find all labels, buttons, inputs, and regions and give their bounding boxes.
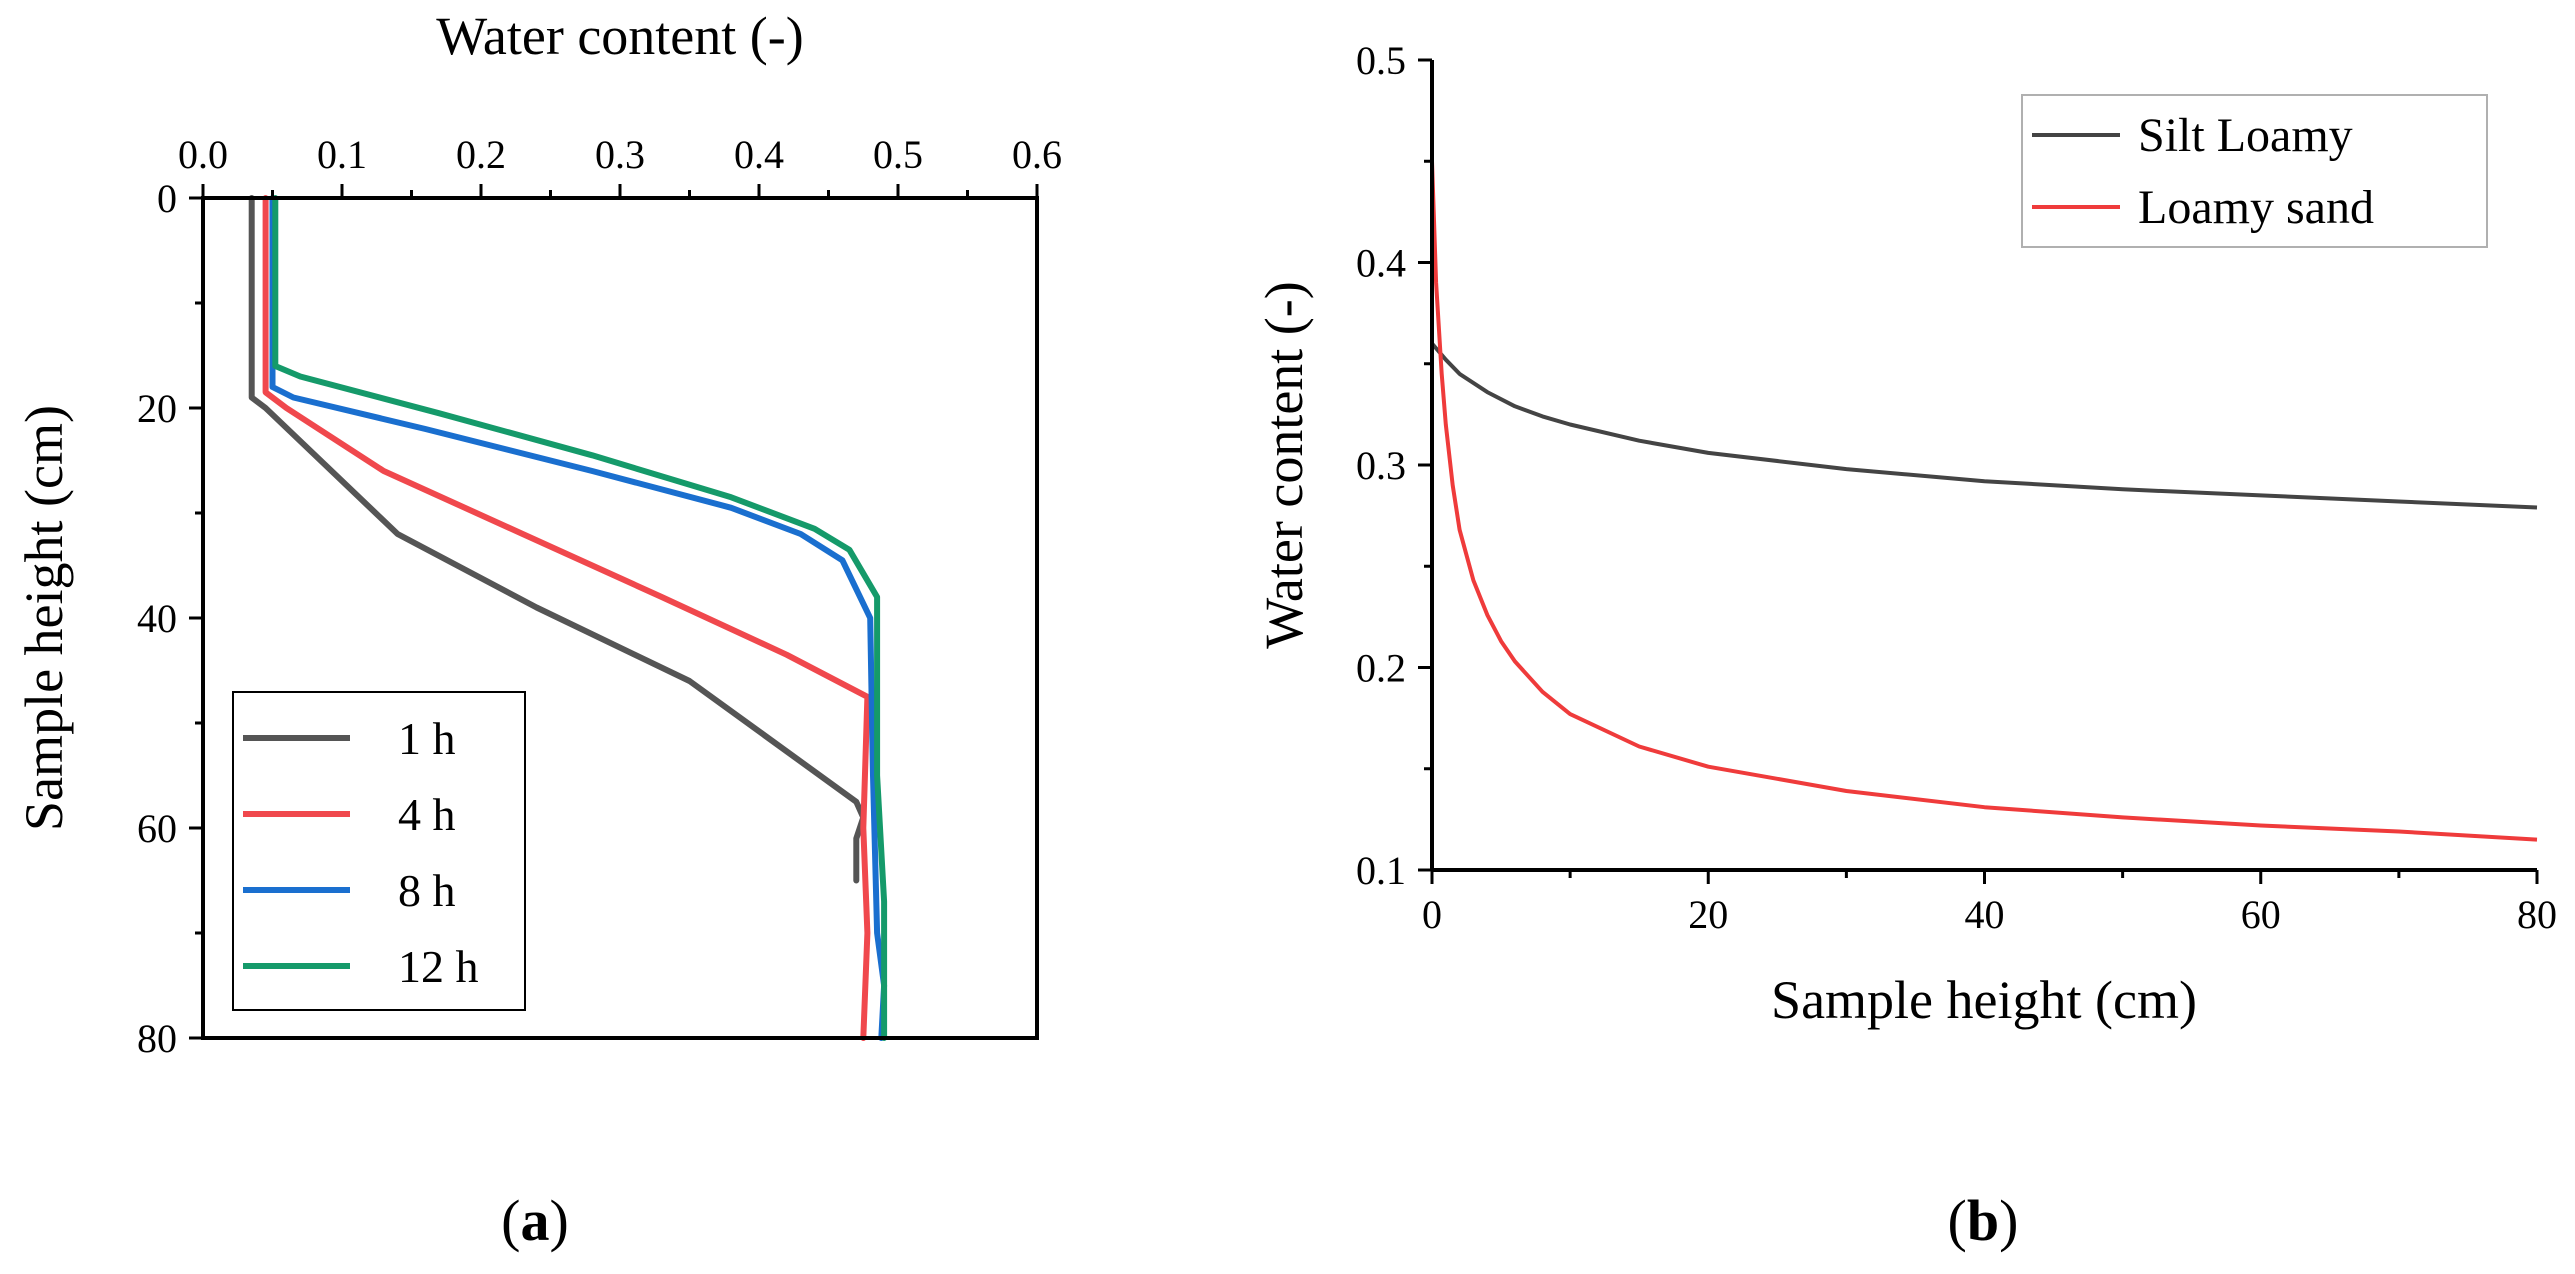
panel-b-label-open: ( (1948, 1188, 1967, 1253)
panel-a-x-tick-label: 0.1 (317, 132, 367, 177)
panel-a-legend-label: 4 h (398, 789, 456, 840)
panel-b-legend: Silt Loamy Loamy sand (2021, 94, 2488, 248)
panel-b-x-tick-label: 0 (1422, 892, 1442, 937)
panel-a-series-12h (272, 195, 888, 1041)
panel-b-label: (b) (1948, 1188, 2019, 1253)
panel-b-label-close: ) (1999, 1188, 2018, 1253)
panel-b-y-axis-title: Water content (-) (1254, 281, 1314, 648)
panel-a-x-tick-label: 0.3 (595, 132, 645, 177)
panel-b-chart: 0 20 40 60 80 0.1 0.2 0.3 0.4 0.5 Sample height … (1254, 38, 2557, 1253)
panel-a-x-tick-label: 0.2 (456, 132, 506, 177)
panel-a-label-open: ( (501, 1188, 520, 1253)
panel-a-legend-label: 12 h (398, 941, 479, 992)
panel-a-y-axis-title: Sample height (cm) (14, 405, 74, 831)
panel-a-y-tick-label: 0 (157, 176, 177, 221)
panel-b-y-tick-label: 0.4 (1356, 241, 1406, 286)
panel-a-y-ticks: 0 20 40 60 80 (137, 176, 203, 1061)
panel-b-y-tick-label: 0.1 (1356, 848, 1406, 893)
panel-a-x-ticks: 0.0 0.1 0.2 0.3 0.4 0.5 0.6 (178, 132, 1062, 198)
panel-b-label-letter: b (1967, 1188, 1999, 1253)
panel-a-label: (a) (501, 1188, 569, 1253)
panel-a-x-tick-label: 0.4 (734, 132, 784, 177)
panel-a-y-tick-label: 60 (137, 806, 177, 851)
panel-a-x-tick-label: 0.5 (873, 132, 923, 177)
panel-a-legend-label: 1 h (398, 713, 456, 764)
panel-b-series-layer (1430, 161, 2538, 842)
panel-b-y-tick-label: 0.2 (1356, 646, 1406, 691)
panel-b-x-tick-label: 80 (2517, 892, 2557, 937)
panel-a-legend: 1 h 4 h 8 h 12 h (232, 691, 526, 1011)
panel-a-legend-box (232, 691, 526, 1011)
panel-b-x-tick-label: 20 (1688, 892, 1728, 937)
panel-b-series-loamy-sand (1430, 161, 2538, 842)
panel-b-y-tick-label: 0.5 (1356, 38, 1406, 83)
panel-b-x-tick-label: 60 (2241, 892, 2281, 937)
panel-a-chart: 0.0 0.1 0.2 0.3 0.4 0.5 0.6 0 20 40 60 80 Water co… (14, 6, 1062, 1253)
panel-a-label-letter: a (521, 1188, 550, 1253)
panel-a-x-axis-title: Water content (-) (436, 6, 803, 66)
panel-a-x-tick-label: 0.6 (1012, 132, 1062, 177)
panel-a-label-close: ) (550, 1188, 569, 1253)
panel-b-y-tick-label: 0.3 (1356, 443, 1406, 488)
panel-b-y-ticks: 0.1 0.2 0.3 0.4 0.5 (1356, 38, 1432, 893)
panel-a-y-tick-label: 20 (137, 386, 177, 431)
panel-b-legend-label: Loamy sand (2138, 181, 2374, 234)
panel-a-y-tick-label: 80 (137, 1016, 177, 1061)
panel-b-x-axis-title: Sample height (cm) (1771, 970, 2197, 1030)
panel-b-x-tick-label: 40 (1965, 892, 2005, 937)
panel-b-x-ticks: 0 20 40 60 80 (1422, 870, 2557, 937)
panel-a-x-tick-label: 0.0 (178, 132, 228, 177)
panel-a-y-tick-label: 40 (137, 596, 177, 641)
panel-a-series-4h (262, 195, 871, 1041)
panel-a-series-8h (269, 195, 888, 1041)
panel-a-legend-label: 8 h (398, 865, 456, 916)
panel-a-series-layer (248, 195, 888, 1041)
panel-a-series-1h (248, 195, 867, 884)
panel-b-series-silt-loamy (1430, 342, 2538, 510)
panel-b-legend-label: Silt Loamy (2138, 109, 2353, 162)
panel-b-legend-box (2021, 94, 2488, 248)
